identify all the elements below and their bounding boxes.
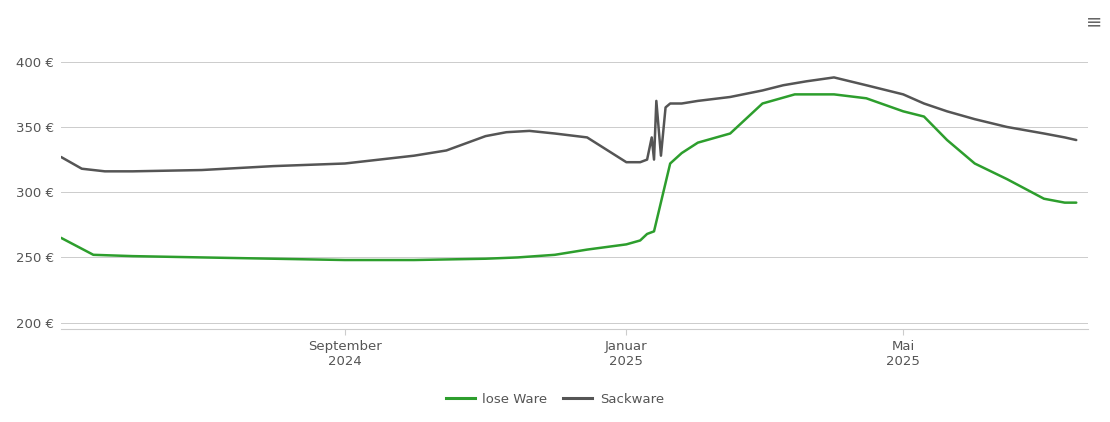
Text: ≡: ≡ xyxy=(1086,13,1102,32)
Legend: lose Ware, Sackware: lose Ware, Sackware xyxy=(441,388,669,411)
